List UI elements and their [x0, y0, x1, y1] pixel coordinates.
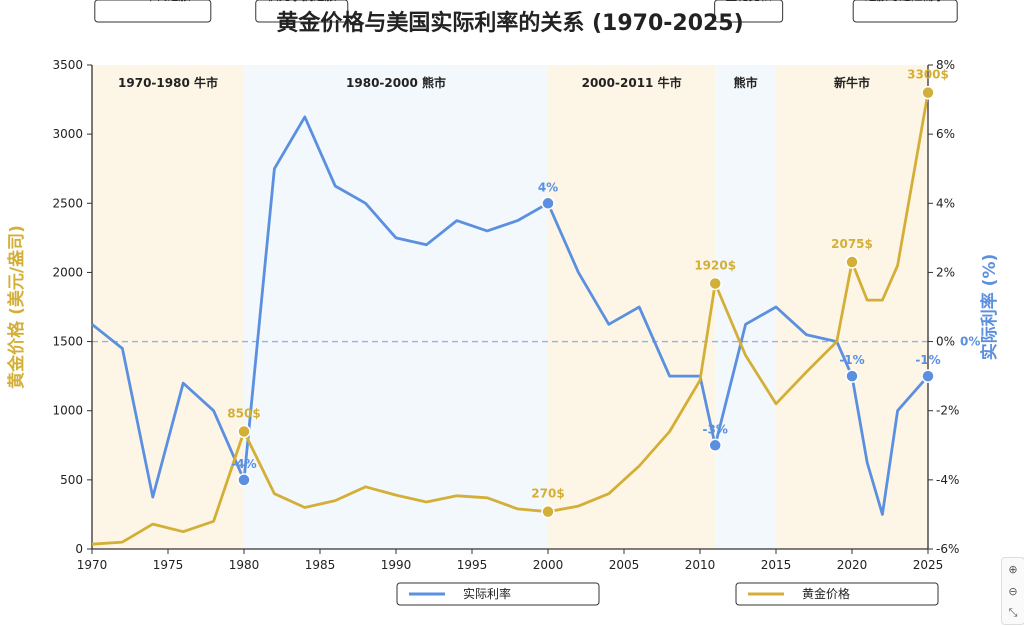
x-tick-label-8: 2010 [685, 558, 716, 572]
era-band-4 [776, 65, 928, 549]
annotation-text-0: 1970年代通胀 [115, 0, 191, 3]
y-left-tick-label-5: 2500 [52, 196, 83, 210]
era-bands: 1970-1980 牛市 1980-2000 熊市 2000-2011 牛市 熊市 新牛… [92, 65, 928, 549]
y-right-tick-label-7: 8% [936, 58, 955, 72]
x-tick-label-1: 1975 [153, 558, 184, 572]
rate-label-1: 4% [538, 180, 558, 194]
era-band-0 [92, 65, 244, 549]
rate-marker-0 [237, 473, 251, 487]
x-tick-label-3: 1985 [305, 558, 336, 572]
x-tick-label-9: 2015 [761, 558, 792, 572]
legend: 实际利率 黄金价格 [396, 582, 939, 606]
zoom-in-icon[interactable]: ⊕ [1008, 562, 1018, 576]
era-label-4: 新牛市 [834, 75, 870, 90]
y-left-tick-label-4: 2000 [52, 265, 83, 279]
legend-box-1 [735, 582, 939, 606]
y-axis-right-title: 实际利率 (%) [979, 254, 1000, 361]
gold-marker-0 [237, 424, 251, 439]
annotation-text-3: 通胀与避险需求 [865, 0, 946, 3]
gold-marker-1 [541, 504, 555, 519]
annotation-box-2 [714, 0, 784, 23]
x-tick-label-0: 1970 [77, 558, 108, 572]
gold-label-4: 3300$ [907, 68, 949, 82]
x-tick-label-4: 1990 [381, 558, 412, 572]
y-right-tick-label-6: 6% [936, 127, 955, 141]
collapse-icon[interactable]: ⤡ [1008, 606, 1018, 619]
zero-line-label: 0% [960, 335, 980, 349]
era-band-2 [548, 65, 716, 549]
y-right-tick-label-5: 4% [936, 196, 955, 210]
gold-label-2: 1920$ [694, 258, 736, 272]
zoom-out-icon[interactable]: ⊖ [1008, 584, 1018, 598]
rate-marker-3 [845, 369, 859, 383]
axes: 1970 1975 1980 1985 1990 1995 2000 2005 2010 2015… [6, 58, 1000, 572]
annotation-box-3 [852, 0, 958, 23]
gold-marker-3 [845, 255, 859, 269]
y-left-tick-label-6: 3000 [52, 127, 83, 141]
y-left-tick-label-3: 1500 [52, 335, 83, 349]
rate-label-4: -1% [915, 353, 940, 367]
era-label-3: 熊市 [734, 75, 758, 90]
x-tick-label-6: 2000 [533, 558, 564, 572]
x-tick-label-10: 2020 [837, 558, 868, 572]
y-left-tick-label-0: 0 [75, 542, 83, 556]
era-label-0: 1970-1980 牛市 [118, 75, 218, 90]
chart-title: 黄金价格与美国实际利率的关系 (1970-2025) [276, 10, 743, 36]
chart-tools: ⊕ ⊖ ⤡ [1001, 557, 1024, 625]
rate-label-2: -3% [703, 422, 728, 436]
rate-marker-4 [921, 369, 935, 383]
y-left-tick-label-7: 3500 [52, 58, 83, 72]
rate-label-3: -1% [839, 353, 864, 367]
annotation-box-0 [94, 0, 212, 23]
annotation-text-2: 量化宽松 [726, 0, 772, 3]
legend-box-0 [396, 582, 600, 606]
zero-rate-line: 0% [92, 335, 980, 349]
y-left-tick-label-1: 500 [60, 473, 83, 487]
annotation-box-1 [255, 0, 349, 23]
y-right-tick-label-3: 0% [936, 335, 955, 349]
rate-marker-1 [541, 196, 555, 211]
y-axis-left-title: 黄金价格 (美元/盎司) [6, 225, 27, 389]
y-right-tick-label-0: -6% [936, 542, 959, 556]
x-tick-label-2: 1980 [229, 558, 260, 572]
annotations: 1970年代通胀 伏克尔抗通胀 量化宽松 通胀与避险需求 [94, 0, 958, 23]
legend-label-0: 实际利率 [463, 586, 511, 601]
x-tick-label-5: 1995 [457, 558, 488, 572]
rate-label-0: -4% [231, 457, 256, 471]
gold-label-1: 270$ [531, 487, 564, 501]
gold-label-3: 2075$ [831, 237, 873, 251]
data-labels: -4% 4% -3% -1% -1% 850$ 270$ 1920$ 2075$ 3300$ [227, 68, 949, 501]
y-right-tick-label-4: 2% [936, 265, 955, 279]
gold-marker-2 [708, 276, 722, 291]
gold-marker-4 [921, 85, 935, 100]
x-tick-label-7: 2005 [609, 558, 640, 572]
highlight-markers [237, 85, 935, 519]
era-band-1 [244, 65, 548, 549]
y-left-tick-label-2: 1000 [52, 404, 83, 418]
y-right-tick-label-1: -4% [936, 473, 959, 487]
legend-label-1: 黄金价格 [802, 586, 850, 601]
y-right-tick-label-2: -2% [936, 404, 959, 418]
rate-marker-2 [708, 438, 722, 453]
annotation-text-1: 伏克尔抗通胀 [267, 0, 336, 3]
x-tick-label-11: 2025 [913, 558, 944, 572]
era-label-1: 1980-2000 熊市 [346, 75, 446, 90]
gold-label-0: 850$ [227, 406, 260, 420]
era-label-2: 2000-2011 牛市 [582, 75, 682, 90]
